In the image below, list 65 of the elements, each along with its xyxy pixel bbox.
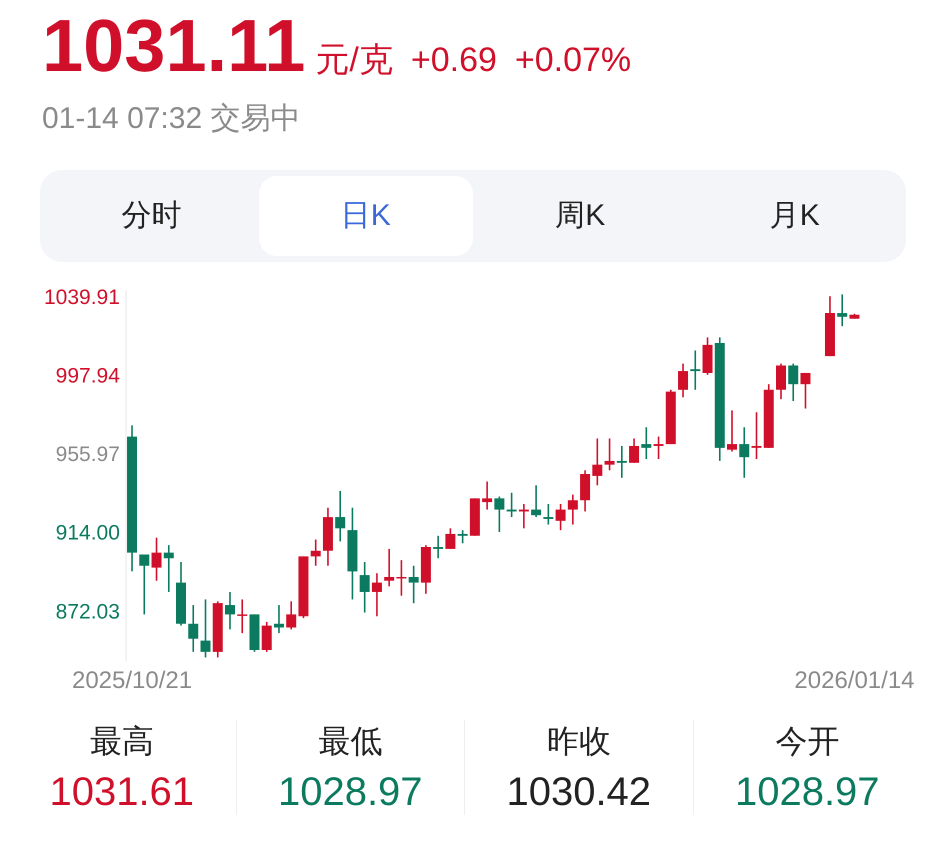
candlestick <box>433 534 444 560</box>
candlestick <box>224 591 235 630</box>
text: 分时 <box>120 198 182 234</box>
candlestick <box>335 490 346 542</box>
candlestick <box>543 503 554 526</box>
candlestick <box>604 438 615 472</box>
x-tick-label: 2026/01/14 <box>794 667 915 694</box>
candlestick <box>286 600 296 630</box>
candlestick <box>445 528 456 550</box>
candlestick <box>739 426 750 479</box>
candlestick <box>237 598 248 634</box>
y-tick-label: 997.94 <box>56 364 120 388</box>
text: +0.69 <box>410 41 497 80</box>
candlestick <box>164 544 174 593</box>
candlestick <box>494 496 504 533</box>
candlestick <box>641 426 652 460</box>
candlestick <box>568 494 578 526</box>
candlestick <box>788 362 798 402</box>
candlestick <box>372 572 382 618</box>
candlestick <box>654 436 664 460</box>
candlestick <box>360 561 370 614</box>
candlestick <box>690 350 700 391</box>
candlestick <box>396 559 406 596</box>
candlestick <box>384 548 394 588</box>
candlestick <box>518 503 529 530</box>
candlestick <box>482 480 492 510</box>
y-tick-label: 1039.91 <box>44 286 120 310</box>
y-tick-label: 914.00 <box>56 522 120 545</box>
text: 日K <box>258 176 473 256</box>
text: 今开 <box>774 722 840 761</box>
text: 1028.97 <box>276 770 424 815</box>
text: 最高 <box>88 722 155 761</box>
text: 周K <box>554 198 606 234</box>
candlestick <box>274 604 284 634</box>
chart-subtitle: 01-14 07:32 交易中 <box>42 102 300 135</box>
candlestick <box>592 438 602 486</box>
candlestick <box>408 564 419 604</box>
candlestick <box>616 445 627 479</box>
candlestick <box>727 410 738 452</box>
y-tick-label: 955.97 <box>56 443 120 466</box>
text: +0.07% <box>514 41 632 80</box>
text: 昨收 <box>546 722 612 761</box>
candlestick <box>752 411 762 460</box>
candlestick <box>310 538 321 567</box>
text: 最低 <box>317 722 384 761</box>
text: 1031.61 <box>48 770 196 815</box>
x-tick-label: 2025/10/21 <box>72 667 192 694</box>
candlestick <box>800 372 810 410</box>
candlestick <box>139 554 150 616</box>
candlestick <box>506 492 517 518</box>
candlestick <box>678 362 688 398</box>
chart-title: 1031.11 <box>42 4 306 87</box>
candlestick <box>200 598 210 658</box>
candlestick <box>531 484 542 518</box>
candlestick <box>556 503 566 531</box>
text: 月K <box>768 198 821 234</box>
candlestick <box>837 294 848 327</box>
candlestick <box>458 529 468 544</box>
candlestick <box>629 438 640 464</box>
text: 元/克 <box>315 40 393 81</box>
text: 1028.97 <box>734 770 881 815</box>
candlestick <box>188 604 198 653</box>
text: 1030.42 <box>505 770 652 815</box>
candlestick <box>152 536 162 582</box>
y-tick-label: 872.03 <box>56 600 120 624</box>
